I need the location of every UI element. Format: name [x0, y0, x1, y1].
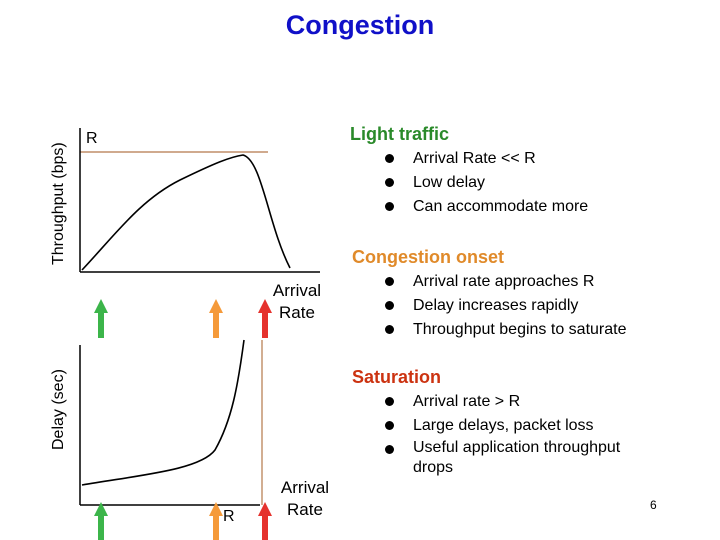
list-item: Useful application throughput drops — [385, 438, 655, 478]
list-item: Arrival rate approaches R — [385, 270, 692, 294]
red-arrow-bottom — [258, 502, 272, 540]
list-item: Large delays, packet loss — [385, 414, 655, 438]
orange-arrow-top — [209, 299, 223, 338]
light-traffic-bullets: Arrival Rate << R Low delay Can accommod… — [385, 147, 690, 219]
saturation-heading: Saturation — [352, 367, 442, 387]
congestion-onset-bullets: Arrival rate approaches R Delay increase… — [385, 270, 692, 342]
delay-graph — [79, 339, 263, 506]
list-item: Can accommodate more — [385, 195, 690, 219]
r-capacity-label: R — [86, 130, 98, 147]
list-item: Delay increases rapidly — [385, 294, 692, 318]
r-label-bottom: R — [223, 508, 235, 525]
orange-arrow-bottom — [209, 502, 223, 540]
list-item: Arrival rate > R — [385, 390, 655, 414]
congestion-onset-heading: Congestion onset — [352, 247, 504, 267]
light-traffic-heading: Light traffic — [350, 124, 449, 144]
page-number: 6 — [650, 498, 657, 512]
list-item: Low delay — [385, 171, 690, 195]
green-arrow-top — [94, 299, 108, 338]
throughput-curve — [81, 154, 291, 271]
delay-curve — [81, 339, 245, 486]
green-arrow-bottom — [94, 502, 108, 540]
congestion-onset-section: Congestion onset Arrival rate approaches… — [352, 247, 692, 342]
saturation-bullets: Arrival rate > R Large delays, packet lo… — [385, 390, 655, 478]
arrival-rate-label-top: Arrival Rate — [272, 281, 322, 322]
saturation-section: Saturation Arrival rate > R Large delays… — [352, 367, 682, 478]
throughput-graph — [79, 128, 320, 273]
list-item: Throughput begins to saturate — [385, 318, 692, 342]
light-traffic-section: Light traffic Arrival Rate << R Low dela… — [350, 124, 690, 219]
arrival-rate-label-bottom: Arrival Rate — [280, 478, 330, 519]
list-item: Arrival Rate << R — [385, 147, 690, 171]
red-arrow-top — [258, 299, 272, 338]
slide-title: Congestion — [285, 10, 435, 40]
